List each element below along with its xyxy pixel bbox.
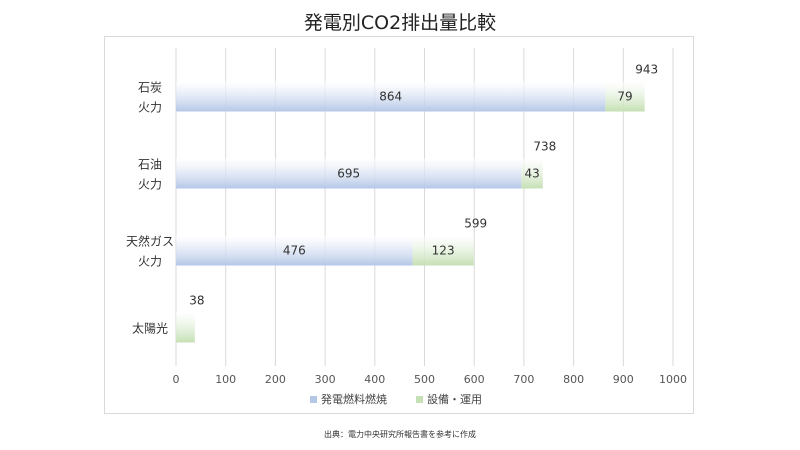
bar-equipment [521, 158, 543, 189]
total-value-label: 599 [464, 217, 487, 231]
bar-equipment [412, 235, 474, 266]
x-tick-label: 600 [464, 373, 485, 386]
category-label: 石炭 [138, 81, 162, 95]
chart-area [104, 36, 694, 414]
x-tick-label: 0 [173, 373, 180, 386]
bar-fuel [176, 235, 413, 266]
total-value-label: 738 [533, 140, 556, 154]
x-tick-label: 100 [215, 373, 236, 386]
category-label: 石油 [138, 158, 162, 172]
bar-value-label: 476 [283, 244, 306, 258]
total-value-label: 943 [635, 63, 658, 77]
bar-value-label: 695 [337, 167, 360, 181]
category-label: 天然ガス [126, 234, 174, 249]
total-value-label: 38 [189, 294, 204, 308]
category-label: 火力 [138, 255, 162, 269]
legend-swatch [416, 396, 423, 403]
bar-value-label: 123 [432, 244, 455, 258]
bar-equipment [176, 312, 195, 343]
legend-label: 設備・運用 [427, 392, 482, 406]
bar-value-label: 43 [524, 167, 539, 181]
bar-fuel [176, 81, 606, 112]
x-tick-label: 200 [265, 373, 286, 386]
x-tick-label: 400 [364, 373, 385, 386]
x-tick-label: 300 [315, 373, 336, 386]
bar-value-label: 79 [617, 90, 632, 104]
legend-label: 発電燃料燃焼 [321, 392, 387, 406]
x-tick-label: 900 [613, 373, 634, 386]
chart-title: 発電別CO2排出量比較 [303, 12, 497, 34]
category-label: 火力 [138, 101, 162, 115]
x-tick-label: 500 [414, 373, 435, 386]
source-note: 出典：電力中央研究所報告書を参考に作成 [324, 430, 476, 439]
category-label: 太陽光 [132, 321, 168, 336]
category-label: 火力 [138, 178, 162, 192]
x-tick-label: 700 [513, 373, 534, 386]
x-tick-label: 1000 [659, 373, 687, 386]
bar-fuel [176, 158, 522, 189]
bar-value-label: 864 [379, 90, 402, 104]
legend-swatch [310, 396, 317, 403]
bar-equipment [605, 81, 645, 112]
x-tick-label: 800 [563, 373, 584, 386]
